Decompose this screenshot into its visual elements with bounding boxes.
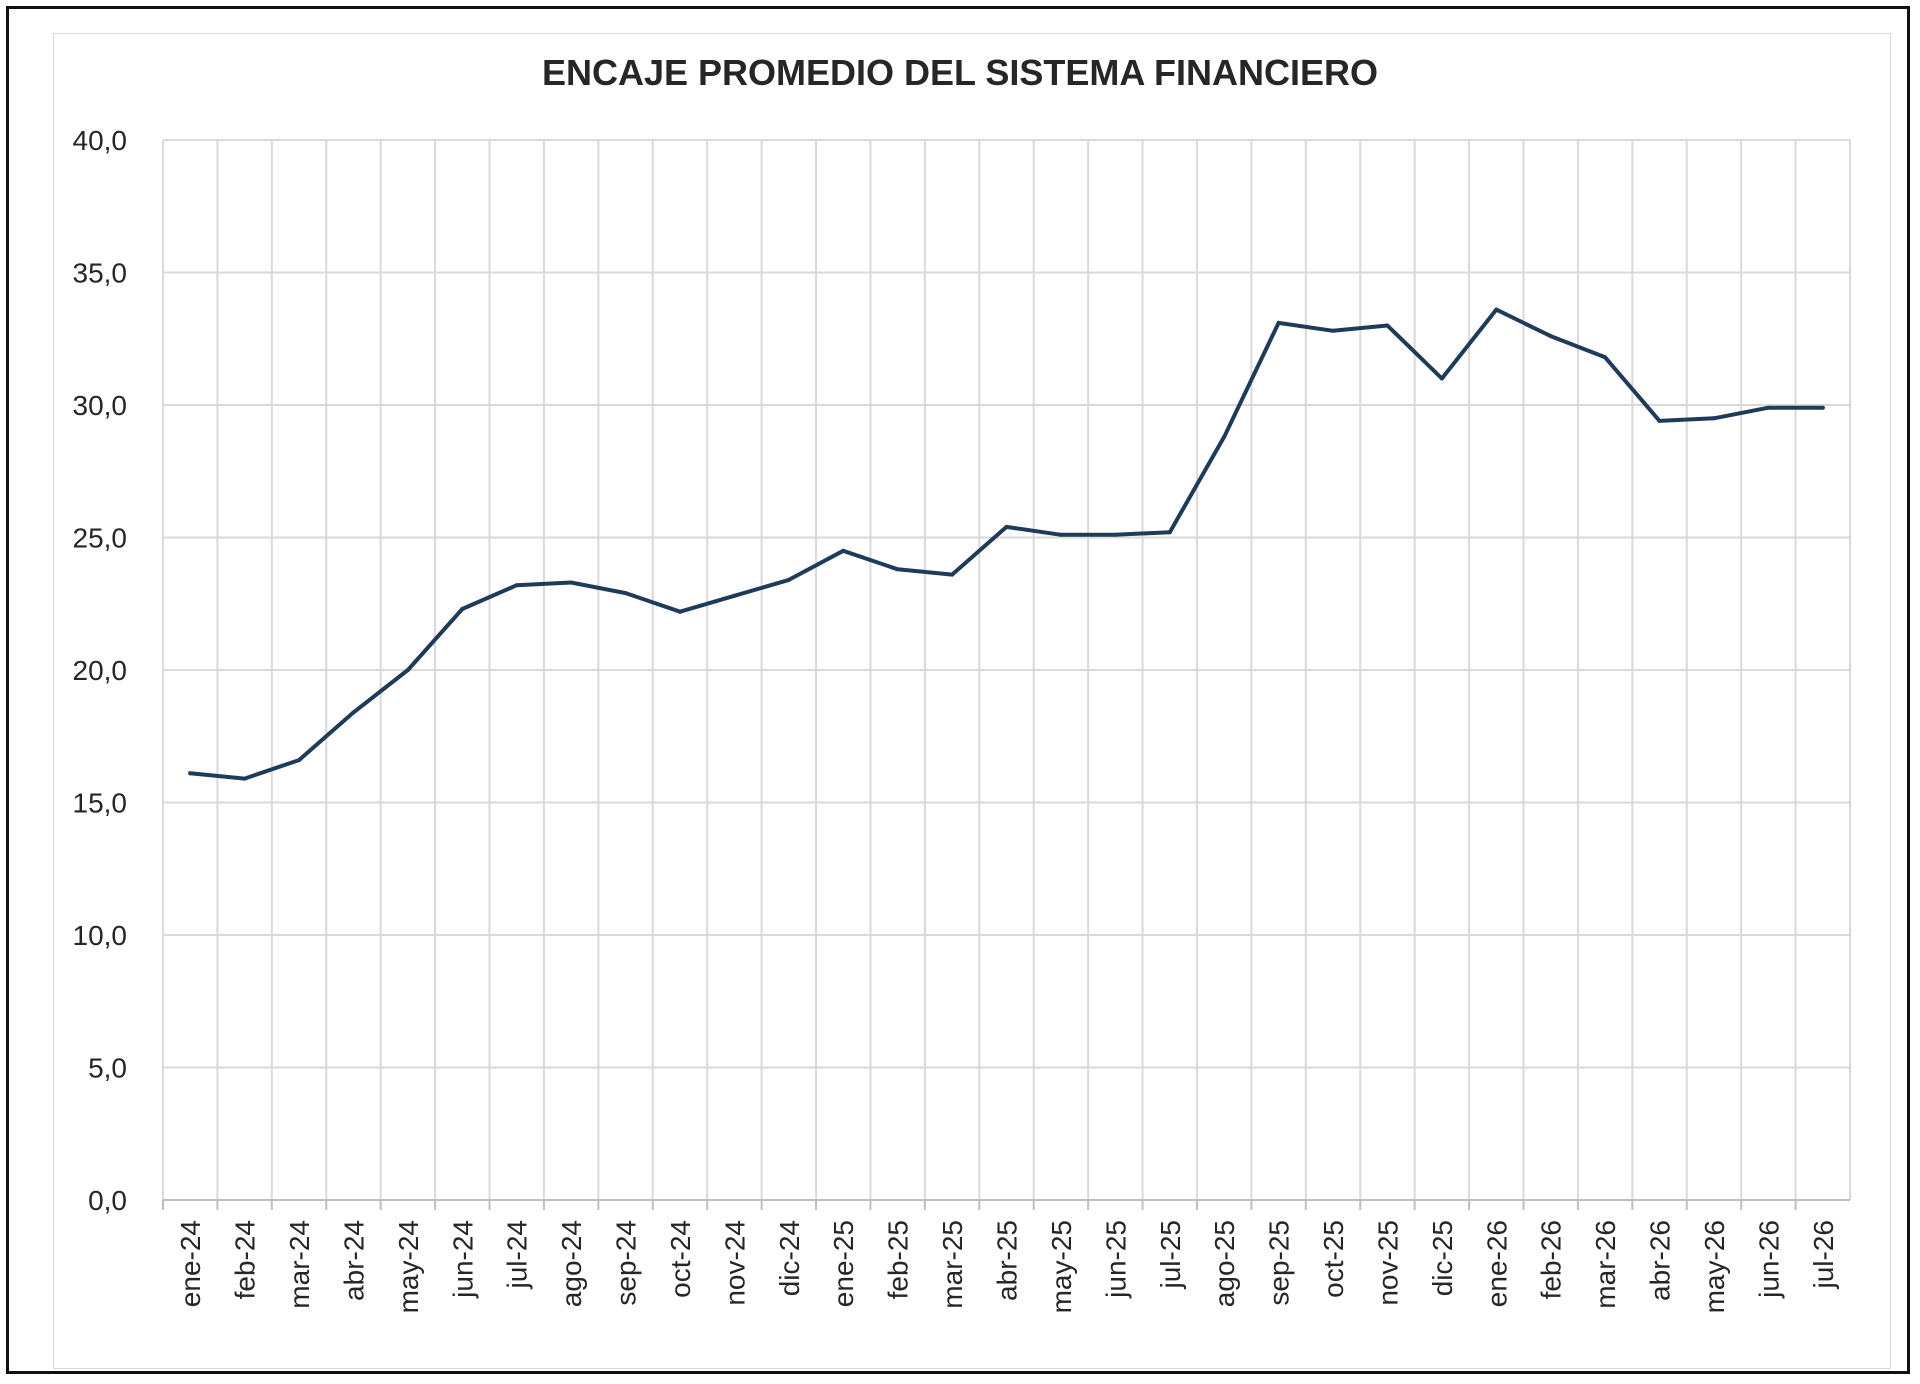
- x-tick-label: ene-25: [828, 1220, 859, 1307]
- data-point: [1276, 320, 1281, 325]
- chart-frame: [6, 6, 1910, 1374]
- chart-title: ENCAJE PROMEDIO DEL SISTEMA FINANCIERO: [542, 52, 1378, 93]
- x-tick-label: mar-25: [937, 1220, 968, 1309]
- x-tick-label: dic-24: [774, 1220, 805, 1296]
- x-tick-label: mar-24: [284, 1220, 315, 1309]
- data-point: [1222, 434, 1227, 439]
- data-point: [1494, 307, 1499, 312]
- x-tick-label: sep-25: [1264, 1220, 1295, 1306]
- data-point: [405, 668, 410, 672]
- chart-area: [53, 33, 1891, 1369]
- data-point: [297, 758, 301, 763]
- x-tick-label: jun-25: [1100, 1220, 1131, 1299]
- x-tick-label: jun-24: [447, 1220, 478, 1299]
- x-tick-label: jul-26: [1808, 1220, 1839, 1289]
- x-tick-label: ene-26: [1481, 1220, 1512, 1307]
- data-point: [1603, 355, 1608, 360]
- x-tick-label: ago-24: [556, 1220, 587, 1307]
- data-point: [1113, 532, 1118, 537]
- data-point: [569, 580, 574, 585]
- data-point: [242, 776, 247, 781]
- data-point: [1058, 532, 1063, 537]
- x-tick-label: may-25: [1046, 1220, 1077, 1313]
- data-point: [895, 567, 900, 572]
- x-tick-label: mar-26: [1590, 1220, 1621, 1309]
- data-point: [623, 591, 628, 596]
- y-tick-label: 30,0: [73, 390, 128, 421]
- data-point: [1548, 334, 1553, 339]
- data-point: [188, 771, 193, 776]
- x-tick-label: feb-24: [230, 1220, 261, 1299]
- x-tick-label: feb-25: [883, 1220, 914, 1299]
- data-point: [1766, 405, 1771, 410]
- data-point: [1657, 418, 1662, 423]
- x-tick-label: feb-26: [1536, 1220, 1567, 1299]
- x-tick-label: may-26: [1699, 1220, 1730, 1313]
- data-point: [1712, 416, 1716, 421]
- x-axis-ticks: ene-24 feb-24 mar-24 abr-24 may-24 jun-24 jul-…: [162, 1200, 1839, 1313]
- y-tick-label: 40,0: [73, 125, 128, 156]
- data-point: [351, 710, 356, 715]
- data-point: [1820, 405, 1825, 410]
- x-tick-label: abr-25: [992, 1220, 1023, 1301]
- x-tick-label: ago-25: [1209, 1220, 1240, 1307]
- x-tick-label: oct-24: [665, 1220, 696, 1298]
- data-point: [841, 548, 846, 553]
- data-point: [1004, 524, 1009, 529]
- x-tick-label: oct-25: [1318, 1220, 1349, 1298]
- x-tick-label: abr-24: [338, 1220, 369, 1301]
- x-tick-label: dic-25: [1427, 1220, 1458, 1296]
- series-line-group: [188, 307, 1825, 781]
- y-tick-label: 25,0: [73, 523, 128, 554]
- x-tick-label: nov-25: [1372, 1220, 1403, 1306]
- x-tick-label: ene-24: [175, 1220, 206, 1307]
- y-tick-label: 35,0: [73, 258, 128, 289]
- grid: [162, 139, 1851, 1201]
- y-tick-label: 10,0: [73, 920, 128, 951]
- x-tick-label: may-24: [393, 1220, 424, 1313]
- data-point: [460, 607, 465, 611]
- data-point: [678, 609, 682, 614]
- data-point: [514, 583, 519, 588]
- y-tick-label: 20,0: [73, 655, 128, 686]
- data-point: [1439, 376, 1444, 381]
- x-tick-label: jul-25: [1155, 1220, 1186, 1289]
- y-tick-label: 5,0: [88, 1053, 127, 1084]
- data-point: [950, 572, 955, 577]
- x-tick-label: sep-24: [611, 1220, 642, 1306]
- y-tick-label: 0,0: [88, 1185, 127, 1216]
- data-point: [1331, 328, 1335, 333]
- x-tick-label: abr-26: [1645, 1220, 1676, 1301]
- data-point: [732, 593, 737, 598]
- x-tick-label: jul-24: [502, 1220, 533, 1289]
- data-point: [1167, 530, 1172, 535]
- x-tick-label: jun-26: [1753, 1220, 1784, 1299]
- data-point: [786, 577, 791, 582]
- y-axis-ticks: 0,0 5,0 10,0 15,0 20,0 25,0 30,0 35,0 40,0: [73, 125, 128, 1216]
- y-tick-label: 15,0: [73, 788, 128, 819]
- data-point: [1385, 323, 1390, 328]
- x-tick-label: nov-24: [719, 1220, 750, 1306]
